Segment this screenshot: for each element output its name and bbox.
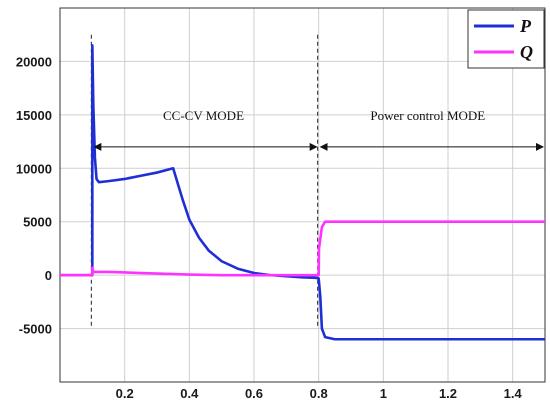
y-tick-label: 10000 — [16, 161, 52, 176]
legend-label-p: P — [519, 16, 532, 36]
x-tick-label: 0.6 — [245, 386, 263, 401]
series-group — [60, 44, 545, 341]
x-tick-label: 1 — [380, 386, 387, 401]
axes — [59, 7, 546, 383]
legend-label-q: Q — [520, 42, 533, 62]
annotation-label: Power control MODE — [370, 108, 485, 123]
y-tick-label: 5000 — [23, 215, 52, 230]
tick-labels: 0.2 0.4 0.6 0.8 1 1.2 1.4 -5000 0 5000 10000 15000 2… — [16, 54, 523, 401]
y-tick-label: 20000 — [16, 54, 52, 69]
x-tick-label: 0.8 — [310, 386, 328, 401]
annotations: CC-CV MODE Power control MODE — [93, 108, 544, 151]
legend: PQ — [467, 9, 545, 69]
plot-frame — [59, 7, 546, 383]
x-tick-label: 1.2 — [439, 386, 457, 401]
y-tick-label: -5000 — [19, 322, 52, 337]
series-line-p — [60, 44, 545, 341]
legend-box — [467, 9, 545, 69]
y-tick-label: 15000 — [16, 108, 52, 123]
x-tick-label: 0.4 — [180, 386, 199, 401]
annotation-label: CC-CV MODE — [163, 108, 244, 123]
vertical-markers — [90, 34, 319, 327]
series-line-q — [60, 220, 545, 277]
x-tick-label: 0.2 — [116, 386, 134, 401]
x-tick-label: 1.4 — [504, 386, 523, 401]
y-tick-label: 0 — [45, 268, 52, 283]
